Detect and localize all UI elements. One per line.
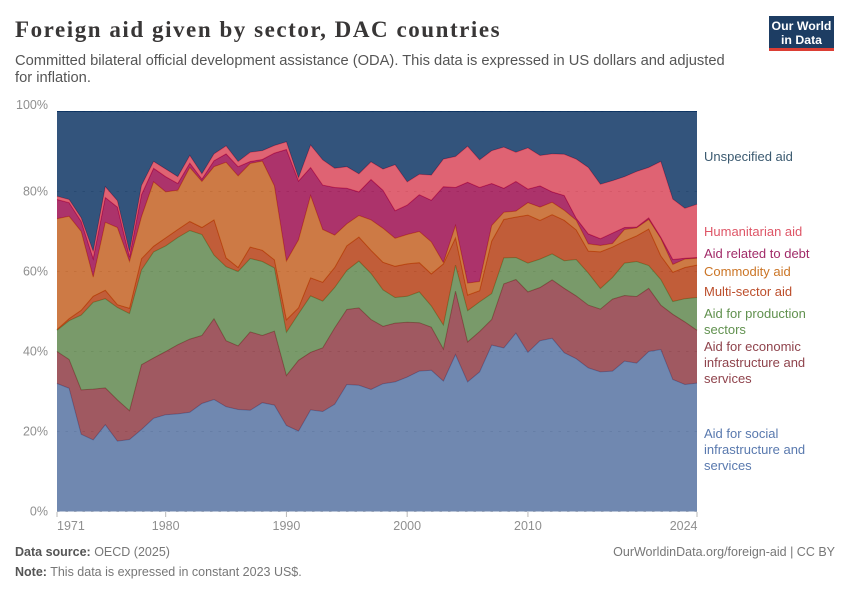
- svg-text:2000: 2000: [393, 519, 421, 533]
- svg-text:2024: 2024: [670, 519, 698, 533]
- svg-text:60%: 60%: [23, 265, 48, 279]
- svg-text:1971: 1971: [57, 519, 85, 533]
- svg-text:2010: 2010: [514, 519, 542, 533]
- svg-text:1990: 1990: [273, 519, 301, 533]
- svg-text:0%: 0%: [30, 505, 48, 519]
- svg-text:80%: 80%: [23, 185, 48, 199]
- svg-text:20%: 20%: [23, 425, 48, 439]
- svg-text:40%: 40%: [23, 345, 48, 359]
- svg-text:100%: 100%: [16, 98, 48, 112]
- svg-text:1980: 1980: [152, 519, 180, 533]
